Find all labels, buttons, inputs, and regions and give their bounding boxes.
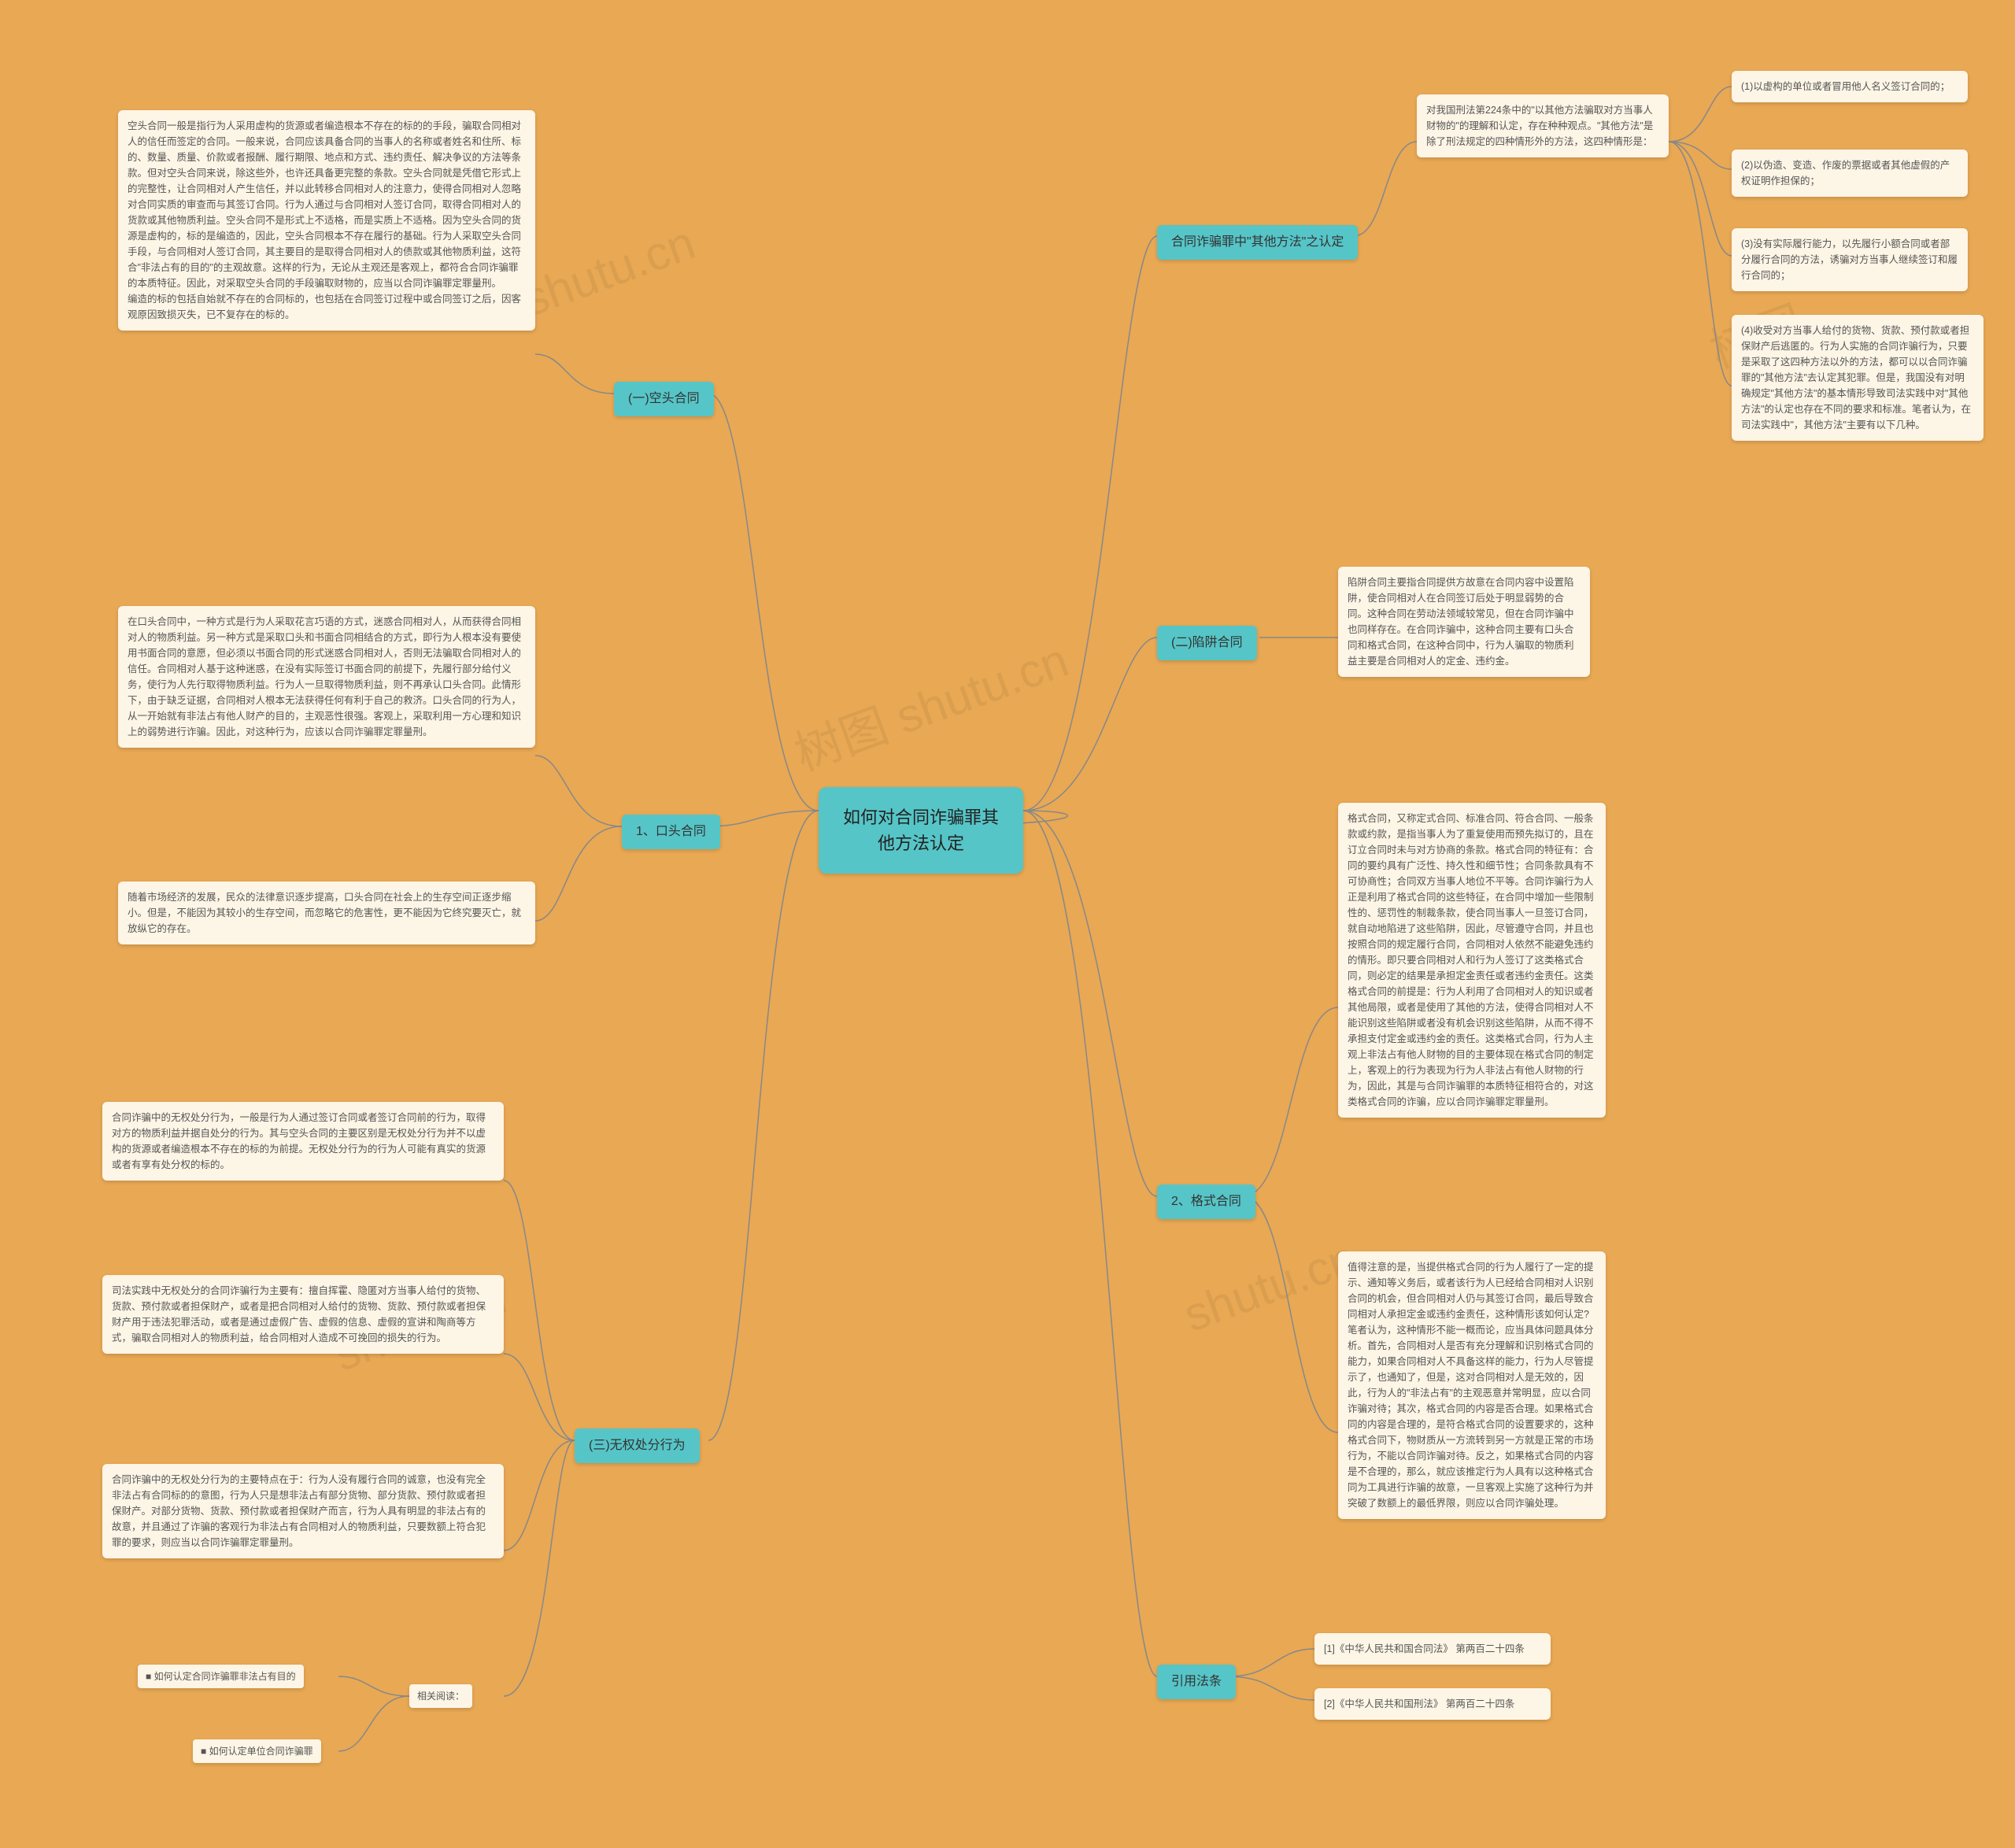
leaf-b1-item3: (3)没有实际履行能力，以先履行小额合同或者部分履行合同的方法，诱骗对方当事人继… xyxy=(1732,228,1968,291)
leaf-b1-intro: 对我国刑法第224条中的"以其他方法骗取对方当事人财物的"的理解和认定，存在种种… xyxy=(1417,94,1669,157)
branch-empty-contract[interactable]: (一)空头合同 xyxy=(614,382,714,416)
leaf-b4-text2: 值得注意的是，当提供格式合同的行为人履行了一定的提示、通知等义务后，或者该行为人… xyxy=(1338,1251,1606,1519)
branch-oral-contract[interactable]: 1、口头合同 xyxy=(622,815,720,849)
leaf-unauth-text3: 合同诈骗中的无权处分行为的主要特点在于：行为人没有履行合同的诚意，也没有完全非法… xyxy=(102,1464,504,1558)
leaf-b1-item2: (2)以伪造、变造、作废的票据或者其他虚假的产权证明作担保的； xyxy=(1732,150,1968,197)
leaf-oral-text2: 随着市场经济的发展，民众的法律意识逐步提高，口头合同在社会上的生存空间正逐步缩小… xyxy=(118,881,535,944)
leaf-law-2: [2]《中华人民共和国刑法》 第两百二十四条 xyxy=(1314,1688,1551,1720)
leaf-empty-contract-text: 空头合同一般是指行为人采用虚构的货源或者编造根本不存在的标的的手段，骗取合同相对… xyxy=(118,110,535,331)
branch-format-contract[interactable]: 2、格式合同 xyxy=(1157,1185,1255,1219)
related-item-1-text: 如何认定合同诈骗罪非法占有目的 xyxy=(154,1671,296,1682)
related-item-2[interactable]: ■ 如何认定单位合同诈骗罪 xyxy=(193,1739,321,1763)
leaf-unauth-text2: 司法实践中无权处分的合同诈骗行为主要有：擅自挥霍、隐匿对方当事人给付的货物、货款… xyxy=(102,1275,504,1354)
leaf-law-1: [1]《中华人民共和国合同法》 第两百二十四条 xyxy=(1314,1633,1551,1665)
center-topic: 如何对合同诈骗罪其他方法认定 xyxy=(819,787,1023,874)
leaf-unauth-text1: 合同诈骗中的无权处分行为，一般是行为人通过签订合同或者签订合同前的行为，取得对方… xyxy=(102,1102,504,1181)
leaf-oral-text1: 在口头合同中，一种方式是行为人采取花言巧语的方式，迷惑合同相对人，从而获得合同相… xyxy=(118,606,535,748)
branch-other-methods[interactable]: 合同诈骗罪中"其他方法"之认定 xyxy=(1157,225,1358,260)
related-reading-label: 相关阅读： xyxy=(409,1684,472,1708)
watermark: 树图 shutu.cn xyxy=(784,622,1076,784)
leaf-b4-text1: 格式合同，又称定式合同、标准合同、符合合同、一般条款或约款，是指当事人为了重复使… xyxy=(1338,803,1606,1118)
branch-cited-law[interactable]: 引用法条 xyxy=(1157,1665,1236,1699)
leaf-b1-item1: (1)以虚构的单位或者冒用他人名义签订合同的； xyxy=(1732,71,1968,102)
leaf-b2-text: 陷阱合同主要指合同提供方故意在合同内容中设置陷阱，使合同相对人在合同签订后处于明… xyxy=(1338,567,1590,677)
related-item-2-text: 如何认定单位合同诈骗罪 xyxy=(209,1746,313,1757)
watermark: shutu.cn xyxy=(1177,1230,1363,1342)
branch-trap-contract[interactable]: (二)陷阱合同 xyxy=(1157,626,1257,660)
leaf-b1-item4: (4)收受对方当事人给付的货物、货款、预付款或者担保财产后逃匿的。行为人实施的合… xyxy=(1732,315,1984,441)
watermark: shutu.cn xyxy=(516,215,702,327)
related-item-1[interactable]: ■ 如何认定合同诈骗罪非法占有目的 xyxy=(138,1665,304,1688)
branch-unauthorized-disposal[interactable]: (三)无权处分行为 xyxy=(575,1429,700,1463)
